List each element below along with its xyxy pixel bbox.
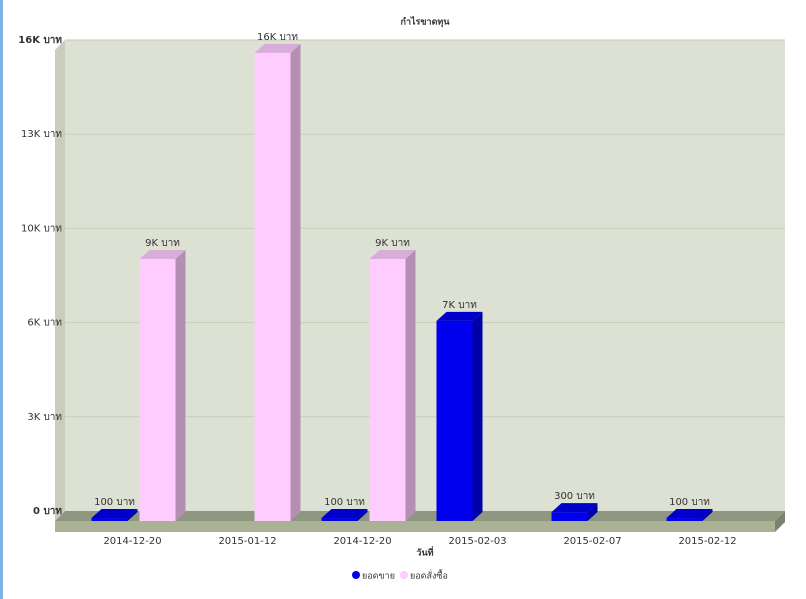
value-label: 7K บาท bbox=[442, 300, 477, 311]
bar-side bbox=[357, 509, 368, 521]
x-axis-title: วันที่ bbox=[416, 546, 433, 559]
value-label: 100 บาท bbox=[669, 497, 710, 508]
bar bbox=[254, 52, 291, 521]
y-tick-label: 10K บาท bbox=[21, 223, 62, 234]
y-tick-label: 13K บาท bbox=[21, 129, 62, 140]
x-tick-label: 2015-02-07 bbox=[563, 536, 621, 547]
bar-side bbox=[472, 311, 483, 521]
bar-side bbox=[587, 503, 598, 521]
bar bbox=[369, 259, 406, 521]
bar-top bbox=[551, 503, 598, 513]
x-tick-label: 2014-12-20 bbox=[103, 536, 161, 547]
bar-top bbox=[436, 311, 483, 321]
floor-front bbox=[55, 521, 775, 532]
bar bbox=[551, 512, 588, 521]
bar bbox=[139, 259, 176, 521]
x-tick-label: 2015-02-12 bbox=[678, 536, 736, 547]
bar bbox=[436, 320, 473, 521]
bar-side bbox=[127, 509, 138, 521]
y-tick-label: 6K บาท bbox=[27, 318, 62, 329]
value-label: 100 บาท bbox=[324, 497, 365, 508]
value-label: 16K บาท bbox=[257, 32, 298, 43]
y-tick-label: 16K บาท bbox=[18, 35, 62, 46]
left-wall bbox=[55, 40, 65, 521]
value-label: 9K บาท bbox=[375, 238, 410, 249]
bar-side bbox=[290, 43, 301, 521]
bar-top bbox=[369, 250, 416, 260]
legend-label: ยอดขาย bbox=[362, 572, 395, 582]
bar-top bbox=[321, 509, 368, 519]
x-tick-label: 2015-02-03 bbox=[448, 536, 506, 547]
bar-side bbox=[405, 250, 416, 521]
bar-top bbox=[254, 43, 301, 53]
legend-label: ยอดสั่งซื้อ bbox=[410, 569, 448, 582]
bar bbox=[321, 518, 358, 521]
x-tick-label: 2014-12-20 bbox=[333, 536, 391, 547]
floor-top bbox=[55, 511, 785, 521]
value-label: 100 บาท bbox=[94, 497, 135, 508]
bar-side bbox=[175, 250, 186, 521]
value-label: 300 บาท bbox=[554, 491, 595, 502]
chart-title: กำไรขาดทุน bbox=[401, 16, 451, 28]
window-edge bbox=[0, 0, 3, 599]
y-tick-label: 0 บาท bbox=[33, 506, 62, 517]
bar-top bbox=[91, 509, 138, 519]
legend-marker bbox=[400, 571, 408, 579]
bar-top bbox=[139, 250, 186, 260]
floor-side bbox=[775, 511, 785, 532]
legend-marker bbox=[352, 571, 360, 579]
bar bbox=[91, 518, 128, 521]
bar bbox=[666, 518, 703, 521]
bar-top bbox=[666, 509, 713, 519]
x-tick-label: 2015-01-12 bbox=[218, 536, 276, 547]
y-tick-label: 3K บาท bbox=[27, 412, 62, 423]
value-label: 9K บาท bbox=[145, 238, 180, 249]
bar-side bbox=[702, 509, 713, 521]
